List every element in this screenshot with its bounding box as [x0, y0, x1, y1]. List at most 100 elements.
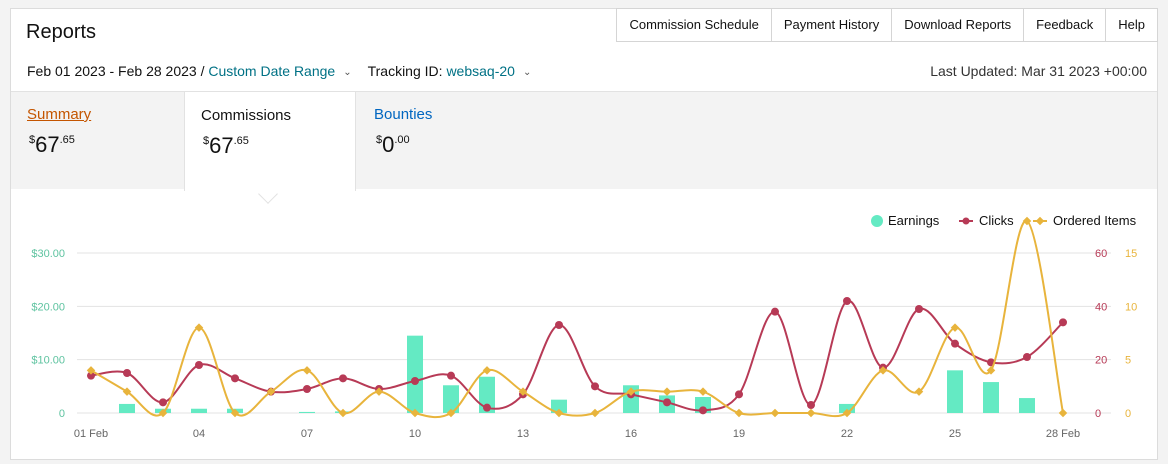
x-tick-label: 22 — [841, 428, 853, 440]
x-tick-label: 13 — [517, 428, 529, 440]
chart-area: $30.00 $20.00 $10.00 0 60 40 20 0 15 10 5 0 01 Feb 04… — [11, 197, 1157, 464]
ordered-items-point — [482, 366, 492, 375]
clicks-point — [807, 401, 815, 409]
x-tick-label: 07 — [301, 428, 313, 440]
clicks-point — [699, 406, 707, 415]
payment-history-link[interactable]: Payment History — [770, 9, 891, 41]
summary-amount: $67.65 — [29, 132, 75, 157]
y-right-items-tick-label: 10 — [1125, 301, 1137, 313]
ordered-items-point — [230, 408, 240, 418]
y-right-clicks-tick-label: 0 — [1095, 408, 1101, 420]
earnings-legend-icon — [871, 215, 883, 227]
earnings-bar — [947, 370, 963, 413]
x-tick-label: 25 — [949, 428, 961, 440]
earnings-bar — [983, 382, 999, 413]
clicks-point — [447, 371, 455, 380]
legend-label: Ordered Items — [1053, 213, 1137, 228]
earnings-bar — [1019, 398, 1035, 413]
y-left-tick-label: $30.00 — [31, 248, 65, 260]
ordered-items-point — [770, 408, 780, 418]
help-link[interactable]: Help — [1105, 9, 1157, 41]
clicks-point — [663, 398, 671, 407]
clicks-point — [591, 382, 599, 391]
ordered-items-legend-icon — [1035, 216, 1045, 226]
clicks-point — [555, 321, 563, 329]
chevron-down-icon[interactable]: ⌄ — [522, 66, 532, 78]
clicks-point — [231, 374, 239, 383]
ordered-items-point — [446, 408, 456, 418]
legend-label: Earnings — [888, 213, 940, 228]
earnings-bar — [479, 376, 495, 413]
clicks-point — [339, 374, 347, 383]
x-tick-label: 19 — [733, 428, 745, 440]
feedback-link[interactable]: Feedback — [1023, 9, 1105, 41]
clicks-point — [735, 390, 743, 399]
clicks-point — [87, 371, 95, 380]
tracking-id-label: Tracking ID: — [367, 63, 443, 79]
clicks-point — [123, 369, 131, 377]
earnings-bar — [551, 399, 567, 413]
clicks-point — [1059, 318, 1067, 327]
page-title: Reports — [26, 21, 97, 43]
tab-commissions[interactable]: Commissions $67.65 — [184, 91, 356, 191]
ordered-items-point — [122, 387, 132, 396]
legend-label: Clicks — [979, 213, 1014, 228]
tracking-id-dropdown[interactable]: websaq-20 — [446, 63, 515, 79]
earnings-bar — [443, 385, 459, 413]
ordered-items-point — [194, 323, 204, 332]
tab-summary-label[interactable]: Summary — [27, 106, 92, 123]
y-left-tick-label: $20.00 — [31, 301, 65, 313]
x-tick-label: 10 — [409, 428, 421, 440]
clicks-point — [771, 307, 779, 316]
x-tick-label: 16 — [625, 428, 637, 440]
tab-commissions-label[interactable]: Commissions — [201, 107, 292, 124]
ordered-items-point — [374, 387, 384, 396]
ordered-items-point — [698, 387, 708, 396]
ordered-items-point — [338, 408, 348, 418]
download-reports-link[interactable]: Download Reports — [891, 9, 1023, 41]
clicks-point — [303, 385, 311, 393]
ordered-items-point — [734, 408, 744, 418]
y-right-items-tick-label: 5 — [1125, 355, 1131, 367]
filter-bar: Feb 01 2023 - Feb 28 2023 / Custom Date … — [27, 63, 547, 79]
ordered-items-point — [806, 408, 816, 418]
y-right-items-tick-label: 0 — [1125, 408, 1131, 420]
clicks-point — [159, 398, 167, 407]
top-nav: Commission Schedule Payment History Down… — [616, 8, 1158, 42]
clicks-point — [483, 403, 491, 412]
earnings-bar — [191, 408, 207, 413]
tab-bounties-label[interactable]: Bounties — [374, 106, 433, 123]
reports-panel: Reports Commission Schedule Payment Hist… — [10, 8, 1158, 460]
ordered-items-point — [590, 408, 600, 418]
y-right-clicks-tick-label: 20 — [1095, 355, 1107, 367]
y-left-tick-label: 0 — [59, 408, 65, 420]
commission-schedule-link[interactable]: Commission Schedule — [629, 17, 759, 32]
clicks-legend-icon — [962, 217, 970, 225]
y-right-clicks-tick-label: 40 — [1095, 301, 1107, 313]
clicks-point — [951, 339, 959, 348]
x-tick-label: 04 — [193, 428, 205, 440]
clicks-point — [195, 361, 203, 369]
chevron-down-icon[interactable]: ⌄ — [343, 66, 352, 78]
last-updated: Last Updated: Mar 31 2023 +00:00 — [930, 63, 1147, 79]
date-range-text: Feb 01 2023 - Feb 28 2023 / — [27, 63, 205, 79]
ordered-items-point — [86, 366, 96, 375]
clicks-point — [411, 377, 419, 385]
y-right-clicks-tick-label: 60 — [1095, 248, 1107, 260]
tab-summary[interactable]: Summary $67.65 — [11, 92, 183, 190]
earnings-bar — [119, 403, 135, 413]
tab-bounties[interactable]: Bounties $0.00 — [358, 92, 518, 190]
earnings-bar — [299, 411, 315, 413]
ordered-items-point — [410, 408, 420, 418]
x-tick-label: 01 Feb — [74, 428, 108, 440]
date-range-dropdown[interactable]: Custom Date Range — [208, 63, 336, 79]
ordered-items-point — [1058, 408, 1068, 418]
x-tick-label: 28 Feb — [1046, 428, 1080, 440]
commissions-amount: $67.65 — [203, 133, 249, 158]
clicks-point — [1023, 353, 1031, 361]
y-left-tick-label: $10.00 — [31, 355, 65, 367]
ordered-items-point — [554, 408, 564, 418]
earnings-clicks-chart: $30.00 $20.00 $10.00 0 60 40 20 0 15 10 5 0 01 Feb 04… — [31, 213, 1137, 440]
y-right-items-tick-label: 15 — [1125, 248, 1137, 260]
bounties-amount: $0.00 — [376, 132, 410, 157]
